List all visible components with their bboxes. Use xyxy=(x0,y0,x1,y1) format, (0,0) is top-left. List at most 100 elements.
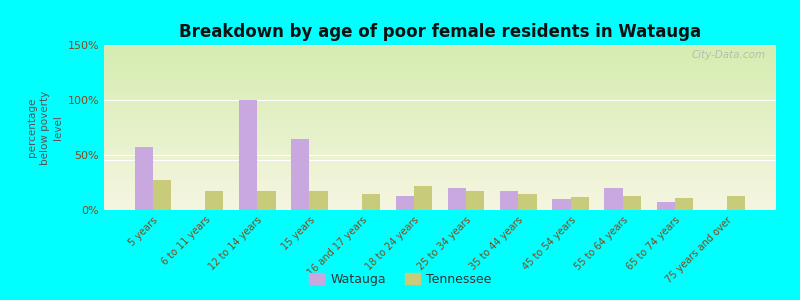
Bar xyxy=(104,164,776,165)
Bar xyxy=(104,173,776,174)
Bar xyxy=(727,196,746,210)
Bar xyxy=(104,80,776,81)
Legend: Watauga, Tennessee: Watauga, Tennessee xyxy=(304,268,496,291)
Bar xyxy=(104,136,776,137)
Bar xyxy=(104,156,776,157)
Bar xyxy=(104,161,776,162)
Bar xyxy=(104,141,776,142)
Bar xyxy=(104,205,776,206)
Bar xyxy=(104,99,776,100)
Bar xyxy=(104,169,776,170)
Bar xyxy=(104,171,776,172)
Bar xyxy=(104,200,776,201)
Bar xyxy=(104,165,776,166)
Bar xyxy=(104,85,776,86)
Text: City-Data.com: City-Data.com xyxy=(692,50,766,60)
Bar xyxy=(104,100,776,101)
Bar xyxy=(104,203,776,204)
Bar xyxy=(104,197,776,198)
Bar xyxy=(104,53,776,54)
Bar xyxy=(104,199,776,200)
Bar xyxy=(104,116,776,117)
Bar xyxy=(104,63,776,64)
Bar xyxy=(104,51,776,52)
Bar xyxy=(657,202,675,210)
Bar xyxy=(104,168,776,169)
Bar xyxy=(104,169,776,170)
Bar xyxy=(104,155,776,156)
Bar xyxy=(104,89,776,90)
Bar xyxy=(605,188,622,210)
Bar xyxy=(104,139,776,140)
Bar xyxy=(104,177,776,178)
Bar xyxy=(104,90,776,91)
Bar xyxy=(104,94,776,95)
Bar xyxy=(104,73,776,74)
Bar xyxy=(104,189,776,190)
Bar xyxy=(104,115,776,116)
Bar xyxy=(104,160,776,161)
Bar xyxy=(104,78,776,79)
Bar xyxy=(104,52,776,53)
Bar xyxy=(104,186,776,187)
Bar xyxy=(205,191,223,210)
Bar xyxy=(104,201,776,202)
Bar xyxy=(104,163,776,164)
Bar xyxy=(104,46,776,47)
Bar xyxy=(104,110,776,111)
Bar xyxy=(104,209,776,210)
Bar xyxy=(310,191,328,210)
Bar xyxy=(104,187,776,188)
Bar xyxy=(104,127,776,128)
Bar xyxy=(104,130,776,131)
Bar xyxy=(104,185,776,186)
Bar xyxy=(104,194,776,195)
Bar xyxy=(104,129,776,130)
Bar xyxy=(466,191,484,210)
Bar xyxy=(104,204,776,205)
Bar xyxy=(104,47,776,48)
Bar xyxy=(104,71,776,72)
Bar xyxy=(104,131,776,132)
Bar xyxy=(104,145,776,146)
Bar xyxy=(104,103,776,104)
Bar xyxy=(104,207,776,208)
Bar xyxy=(500,191,518,210)
Bar xyxy=(104,83,776,84)
Bar xyxy=(104,85,776,86)
Title: Breakdown by age of poor female residents in Watauga: Breakdown by age of poor female resident… xyxy=(179,23,701,41)
Bar xyxy=(104,193,776,194)
Bar xyxy=(104,190,776,191)
Bar xyxy=(104,75,776,76)
Bar xyxy=(104,102,776,103)
Bar xyxy=(104,118,776,119)
Bar xyxy=(448,188,466,210)
Bar xyxy=(104,146,776,147)
Bar xyxy=(258,191,275,210)
Bar xyxy=(104,88,776,89)
Bar xyxy=(104,143,776,144)
Bar xyxy=(104,62,776,63)
Bar xyxy=(104,109,776,110)
Bar xyxy=(104,202,776,203)
Bar xyxy=(104,57,776,58)
Bar xyxy=(104,104,776,105)
Bar xyxy=(104,111,776,112)
Bar xyxy=(104,106,776,107)
Bar xyxy=(104,138,776,139)
Bar xyxy=(104,74,776,75)
Bar xyxy=(104,152,776,153)
Bar xyxy=(104,179,776,180)
Bar xyxy=(104,77,776,78)
Bar xyxy=(104,151,776,152)
Bar xyxy=(104,183,776,184)
Bar xyxy=(622,196,641,210)
Bar xyxy=(104,134,776,135)
Bar xyxy=(104,45,776,46)
Bar xyxy=(104,188,776,189)
Bar xyxy=(104,84,776,85)
Bar xyxy=(104,54,776,55)
Bar xyxy=(104,76,776,77)
Bar xyxy=(104,174,776,175)
Bar xyxy=(104,140,776,141)
